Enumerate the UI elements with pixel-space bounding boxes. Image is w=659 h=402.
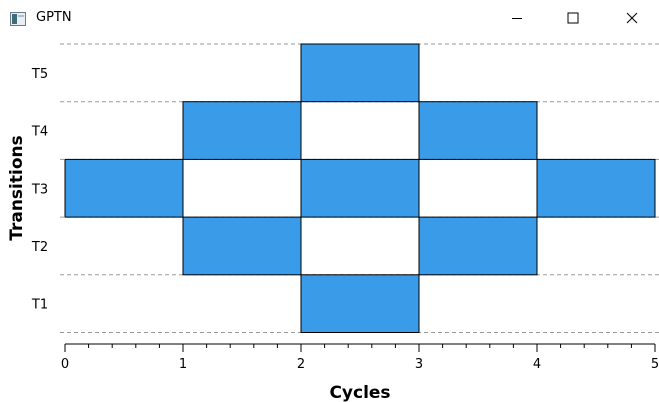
window-app-icon xyxy=(10,11,26,26)
x-axis: 0 1 2 3 4 5 xyxy=(61,343,659,372)
close-button[interactable] xyxy=(609,0,655,36)
title-bar: GPTN xyxy=(0,0,659,36)
x-tick-label: 3 xyxy=(415,357,423,372)
bar-t3-0-1 xyxy=(64,158,184,218)
y-tick-label-t2: T2 xyxy=(31,240,48,255)
bar-t1-2-3 xyxy=(300,274,420,334)
x-tick-label: 2 xyxy=(297,357,305,372)
y-tick-label-t1: T1 xyxy=(31,298,48,313)
bars xyxy=(64,43,656,334)
minimize-button[interactable] xyxy=(494,0,540,36)
bar-t2-1-2 xyxy=(182,216,302,276)
minimize-icon xyxy=(512,18,522,19)
bar-t5-2-3 xyxy=(300,43,420,103)
y-tick-label-t3: T3 xyxy=(31,182,48,197)
bar-t2-3-4 xyxy=(418,216,538,276)
y-tick-label-t4: T4 xyxy=(31,125,48,140)
bar-t4-1-2 xyxy=(182,101,302,160)
transitions-chart: 0 1 2 3 4 5 T1 T2 T3 T4 T5 Cycles Transitions xyxy=(7,43,659,402)
x-tick-label: 4 xyxy=(533,357,541,372)
close-icon xyxy=(626,12,638,24)
window-title: GPTN xyxy=(36,10,72,25)
bar-t4-3-4 xyxy=(418,101,538,160)
y-axis: T1 T2 T3 T4 T5 xyxy=(31,67,48,313)
x-tick-label: 5 xyxy=(651,357,659,372)
bar-t3-4-5 xyxy=(536,158,656,218)
maximize-button[interactable] xyxy=(550,0,596,36)
maximize-icon xyxy=(567,12,579,24)
x-tick-label: 1 xyxy=(179,357,187,372)
x-tick-label: 0 xyxy=(61,357,69,372)
y-tick-label-t5: T5 xyxy=(31,67,48,82)
bar-t3-2-3 xyxy=(300,158,420,218)
y-axis-title: Transitions xyxy=(7,135,27,241)
x-axis-title: Cycles xyxy=(329,383,390,402)
